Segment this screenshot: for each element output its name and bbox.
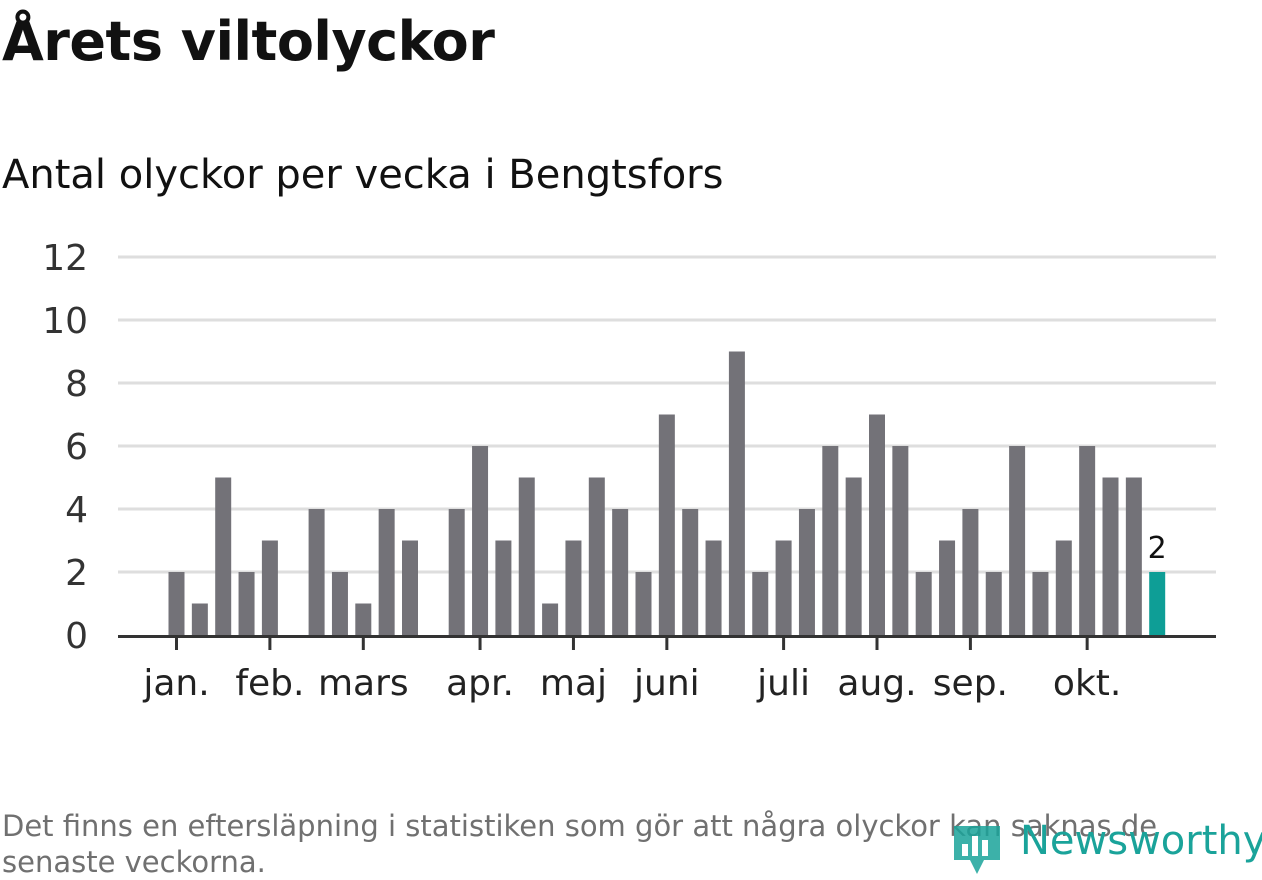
bar: [472, 446, 489, 635]
bar-highlight: [1149, 572, 1166, 635]
bar: [588, 477, 605, 635]
bar: [892, 446, 909, 635]
bar: [542, 603, 559, 635]
bar: [798, 509, 815, 635]
bars: [168, 351, 1166, 635]
logo-text: Newsworthy: [1020, 818, 1262, 864]
bar: [495, 540, 512, 635]
x-tick-label: apr.: [446, 663, 514, 704]
bar: [939, 540, 956, 635]
bar: [238, 572, 255, 635]
bar: [845, 477, 862, 635]
bar: [985, 572, 1002, 635]
x-tick-label: feb.: [235, 663, 304, 704]
x-tick-label: maj: [540, 663, 607, 704]
x-tick-label: okt.: [1053, 663, 1121, 704]
bar: [775, 540, 792, 635]
y-tick-label: 8: [65, 364, 88, 405]
x-tick-label: juni: [633, 663, 700, 704]
bar: [1102, 477, 1119, 635]
y-tick-label: 2: [65, 553, 88, 594]
bar: [191, 603, 208, 635]
bar: [518, 477, 535, 635]
bar: [612, 509, 629, 635]
y-tick-label: 12: [42, 238, 88, 279]
bar: [215, 477, 232, 635]
bar: [658, 414, 675, 635]
y-tick-label: 0: [65, 616, 88, 657]
newsworthy-logo: Newsworthy: [950, 818, 1262, 878]
bar: [565, 540, 582, 635]
bar: [915, 572, 932, 635]
highlight-data-label: 2: [1148, 531, 1167, 566]
bar: [168, 572, 185, 635]
bar: [448, 509, 465, 635]
bar: [1055, 540, 1072, 635]
x-tick-label: aug.: [837, 663, 916, 704]
bar: [752, 572, 769, 635]
bar: [869, 414, 885, 635]
bar: [728, 351, 745, 635]
chart-title: Årets viltolyckor: [2, 10, 495, 73]
bar: [635, 572, 652, 635]
bar: [308, 509, 325, 635]
bar: [1079, 446, 1096, 635]
bar-chart: 0 2 4 6 8 10 12 jan. feb. mars apr. maj juni juli aug…: [42, 238, 1216, 704]
bar: [331, 572, 348, 635]
bar: [962, 509, 979, 635]
x-tick-label: jan.: [142, 663, 209, 704]
x-tick-label: juli: [756, 663, 810, 704]
bar-chart-pin-icon: [954, 826, 1000, 874]
bar: [378, 509, 395, 635]
bar: [682, 509, 699, 635]
x-axis-ticks: jan. feb. mars apr. maj juni juli aug. sep. okt.: [142, 638, 1121, 704]
bar: [822, 446, 839, 635]
x-tick-label: sep.: [933, 663, 1008, 704]
bar: [261, 540, 278, 635]
x-tick-label: mars: [318, 663, 409, 704]
bar: [1125, 477, 1142, 635]
y-axis-ticks: 0 2 4 6 8 10 12: [42, 238, 88, 657]
bar: [1032, 572, 1049, 635]
bar: [705, 540, 722, 635]
y-tick-label: 10: [42, 301, 88, 342]
chart-subtitle: Antal olyckor per vecka i Bengtsfors: [2, 152, 724, 198]
y-tick-label: 4: [65, 490, 88, 531]
bar: [1009, 446, 1026, 635]
bar: [355, 603, 372, 635]
y-tick-label: 6: [65, 427, 88, 468]
bar: [402, 540, 418, 635]
